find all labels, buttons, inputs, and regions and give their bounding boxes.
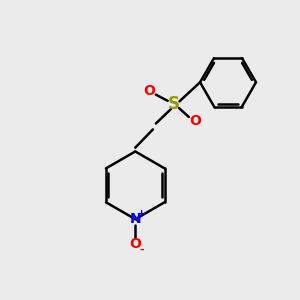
Text: O: O [129,237,141,251]
Text: +: + [137,209,146,219]
Text: -: - [140,244,144,254]
Text: O: O [189,114,201,128]
Text: S: S [168,95,180,113]
Text: O: O [143,84,155,98]
Text: N: N [130,212,141,226]
